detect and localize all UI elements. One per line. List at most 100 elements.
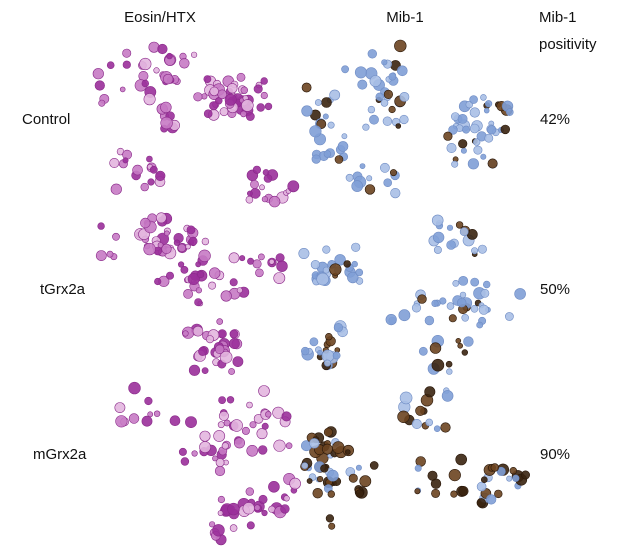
cell xyxy=(457,298,466,307)
cell xyxy=(467,229,477,239)
column-header: Eosin/HTX xyxy=(124,9,196,26)
cell xyxy=(505,312,513,320)
cell xyxy=(365,185,375,195)
cell xyxy=(363,124,370,131)
cell xyxy=(415,465,421,471)
cell xyxy=(461,148,466,153)
cell xyxy=(481,154,486,159)
cell xyxy=(154,278,161,285)
micrographs xyxy=(93,40,530,545)
cell xyxy=(462,314,469,321)
cell xyxy=(206,336,213,343)
cell xyxy=(487,126,496,135)
cell xyxy=(208,282,215,289)
cell xyxy=(302,106,313,117)
cell xyxy=(381,99,388,106)
cell xyxy=(491,464,499,472)
cell xyxy=(370,461,378,469)
cell xyxy=(481,477,487,483)
cell xyxy=(259,185,264,190)
cell xyxy=(259,386,270,397)
cell xyxy=(120,87,125,92)
cell xyxy=(241,111,247,117)
cell xyxy=(194,93,203,102)
cell xyxy=(240,255,245,260)
cell xyxy=(460,292,466,298)
cell xyxy=(386,314,397,325)
cell xyxy=(290,478,301,489)
cell xyxy=(96,251,106,261)
cell xyxy=(218,496,225,503)
cell xyxy=(367,176,372,181)
cell xyxy=(324,151,331,158)
cell xyxy=(432,359,444,371)
cell xyxy=(459,486,469,496)
cell xyxy=(332,442,344,454)
cell xyxy=(470,96,478,104)
cell xyxy=(268,481,279,492)
positivity-value: 90% xyxy=(540,446,570,463)
cell xyxy=(471,248,477,254)
cell xyxy=(481,289,489,297)
cell xyxy=(288,181,299,192)
cell xyxy=(111,184,122,195)
cell xyxy=(418,295,427,304)
cell xyxy=(261,78,268,85)
cell xyxy=(253,166,261,174)
cell xyxy=(360,476,371,487)
cell xyxy=(144,243,156,255)
cell xyxy=(142,80,149,87)
cell xyxy=(326,515,334,523)
cell xyxy=(398,411,410,423)
cell xyxy=(195,299,202,306)
cell xyxy=(389,106,396,113)
cell xyxy=(416,406,426,416)
cell xyxy=(178,244,186,252)
cell xyxy=(434,426,440,432)
cell xyxy=(507,476,512,481)
row-label: mGrx2a xyxy=(33,446,87,463)
cell xyxy=(515,288,526,299)
cell xyxy=(183,331,189,337)
cell xyxy=(110,158,119,167)
cell xyxy=(474,146,482,154)
column-header: Mib-1 xyxy=(539,9,577,26)
cell xyxy=(254,505,260,511)
cell xyxy=(415,489,420,494)
cell xyxy=(237,73,245,81)
cell xyxy=(241,87,248,94)
cell xyxy=(204,110,212,118)
cell xyxy=(309,438,319,448)
cell xyxy=(227,83,237,93)
cell xyxy=(247,522,254,529)
cell xyxy=(98,223,105,230)
cell xyxy=(346,174,353,181)
cell xyxy=(447,241,456,250)
cell xyxy=(330,90,340,100)
cell xyxy=(146,156,152,162)
cell xyxy=(197,271,204,278)
cell xyxy=(234,438,244,448)
cell xyxy=(222,443,229,450)
cell xyxy=(209,102,217,110)
cell xyxy=(470,108,480,118)
cell xyxy=(209,522,215,528)
cell xyxy=(247,445,258,456)
cell xyxy=(307,478,312,483)
cell xyxy=(394,40,406,52)
column-header: Mib-1 xyxy=(386,9,424,26)
cell xyxy=(302,463,308,469)
cell xyxy=(262,196,268,202)
cell xyxy=(259,495,267,503)
row-label: Control xyxy=(22,111,70,128)
cell xyxy=(140,58,152,70)
figure: Eosin/HTX Mib-1 Mib-1 positivity Control… xyxy=(0,0,624,550)
cell xyxy=(99,100,105,106)
cell xyxy=(345,450,350,455)
cell xyxy=(312,155,321,164)
cell xyxy=(458,114,467,123)
cell xyxy=(323,114,328,119)
cell xyxy=(376,93,384,101)
cell xyxy=(214,430,225,441)
cell xyxy=(193,326,203,336)
